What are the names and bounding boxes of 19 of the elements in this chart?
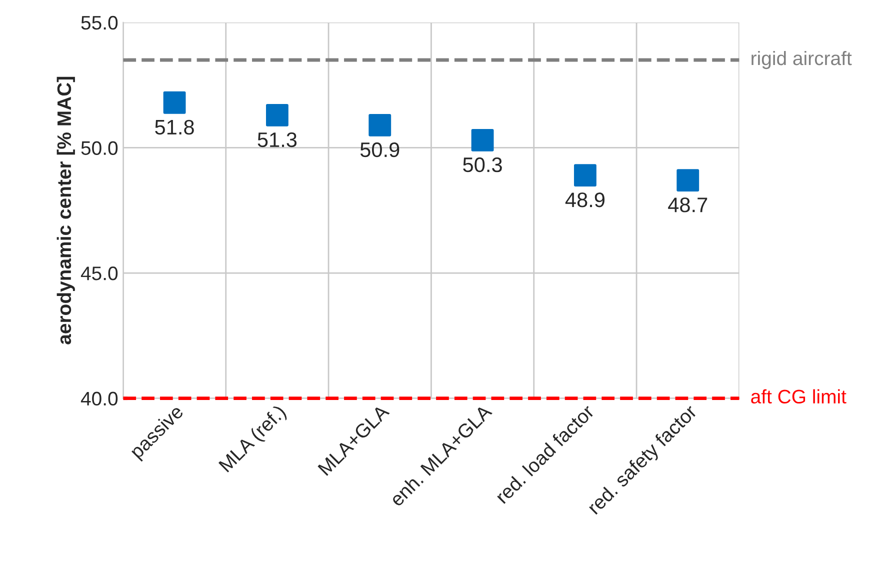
data-label: 50.9 [360,142,400,158]
y-tick-label: 55.0 [81,16,118,30]
data-label: 48.9 [565,192,604,208]
point [676,169,700,192]
point [266,104,288,126]
ref-line-label: aft CG limit [751,389,846,404]
data-label: 50.3 [463,157,502,172]
point [163,91,186,114]
data-label: 51.3 [258,132,297,148]
ref-line-label: rigid aircraft [752,50,852,70]
y-tick-label: 45.0 [80,266,118,280]
y-tick-label: 40.0 [80,392,118,406]
point [368,114,392,136]
point [574,164,596,187]
point [471,129,494,152]
data-label: 51.8 [155,120,194,135]
y-tick-label: 50.0 [81,141,118,155]
data-label: 48.7 [668,198,708,212]
y-axis-title: aerodynamic center [% MAC] [56,76,75,344]
